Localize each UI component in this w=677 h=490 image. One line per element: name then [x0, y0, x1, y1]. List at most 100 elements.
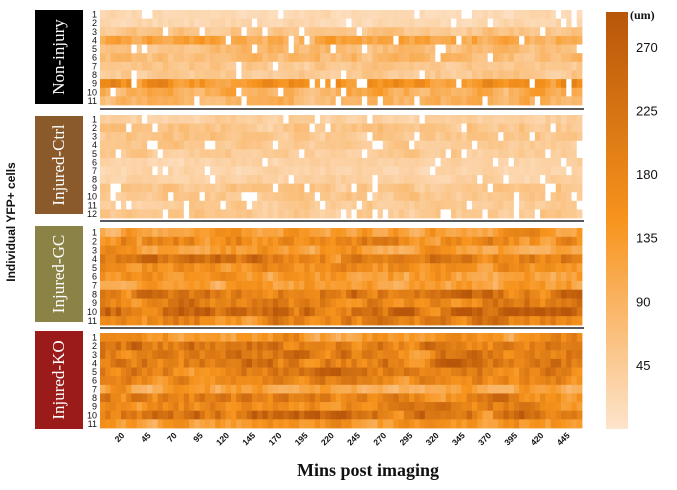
heatmap-cell — [147, 192, 153, 202]
heatmap-cell — [257, 307, 263, 317]
heatmap-cell — [199, 245, 206, 255]
heatmap-cell — [451, 175, 457, 185]
heatmap-cell — [335, 87, 342, 97]
heatmap-cell — [189, 10, 195, 20]
heatmap-cell — [246, 254, 253, 264]
heatmap-cell — [456, 200, 462, 210]
heatmap-cell — [361, 307, 368, 317]
heatmap-cell — [540, 393, 546, 403]
heatmap-cell — [330, 183, 337, 193]
heatmap-cell — [278, 350, 284, 360]
heatmap-cell — [571, 44, 578, 54]
x-tick-label: 345 — [450, 430, 467, 447]
heatmap-cell — [498, 298, 504, 308]
heatmap-cell — [215, 393, 221, 403]
heatmap-cell — [398, 228, 405, 238]
heatmap-cell — [571, 316, 578, 326]
heatmap-cell — [398, 132, 405, 142]
heatmap-cell — [440, 263, 447, 273]
heatmap-cell — [288, 166, 295, 176]
heatmap-cell — [576, 367, 583, 377]
heatmap-cell — [435, 123, 441, 133]
heatmap-cell — [293, 316, 300, 326]
heatmap-cell — [230, 70, 237, 80]
heatmap-cell — [304, 236, 310, 247]
heatmap-cell — [498, 166, 504, 176]
heatmap-cell — [178, 367, 185, 377]
heatmap-cell — [257, 35, 263, 45]
heatmap-cell — [267, 236, 274, 247]
heatmap-cell — [335, 350, 342, 360]
heatmap-cell — [194, 333, 200, 343]
heatmap-cell — [419, 79, 426, 89]
heatmap-cell — [267, 183, 274, 193]
heatmap-cell — [162, 333, 169, 343]
heatmap-cell — [330, 289, 337, 299]
heatmap-cell — [513, 192, 520, 202]
heatmap-cell — [576, 341, 583, 351]
heatmap-cell — [451, 280, 457, 291]
heatmap-cell — [372, 341, 379, 351]
heatmap-cell — [105, 236, 111, 247]
heatmap-cell — [561, 53, 567, 63]
heatmap-cell — [346, 18, 352, 28]
heatmap-cell — [398, 70, 405, 80]
heatmap-cell — [388, 132, 394, 142]
heatmap-cell — [471, 402, 478, 412]
heatmap-cell — [335, 333, 342, 343]
heatmap-cell — [152, 263, 159, 273]
heatmap-cell — [529, 254, 536, 264]
heatmap-cell — [482, 367, 489, 377]
heatmap-cell — [141, 236, 148, 247]
heatmap-cell — [576, 115, 583, 124]
heatmap-cell — [471, 166, 478, 176]
heatmap-cell — [571, 236, 578, 247]
heatmap-cell — [309, 10, 316, 20]
heatmap-cell — [346, 175, 352, 185]
heatmap-cell — [576, 254, 583, 264]
heatmap-cell — [267, 402, 274, 412]
heatmap-cell — [157, 35, 164, 45]
heatmap-cell — [241, 166, 248, 176]
heatmap-cell — [189, 87, 195, 97]
heatmap-cell — [561, 61, 567, 71]
heatmap-cell — [288, 350, 295, 360]
heatmap-cell — [293, 96, 300, 106]
heatmap-cell — [283, 183, 290, 193]
heatmap-cell — [288, 61, 295, 71]
heatmap-cell — [267, 298, 274, 308]
heatmap-cell — [173, 27, 179, 37]
heatmap-cell — [529, 358, 536, 368]
row-tick-label: 10 — [87, 307, 97, 317]
heatmap-cell — [230, 316, 237, 326]
heatmap-cell — [199, 44, 206, 54]
heatmap-cell — [189, 18, 195, 28]
heatmap-cell — [451, 53, 457, 63]
heatmap-cell — [508, 132, 515, 142]
heatmap-cell — [561, 157, 567, 167]
heatmap-cell — [194, 61, 200, 71]
heatmap-cell — [576, 166, 583, 176]
heatmap-cell — [419, 298, 426, 308]
heatmap-cell — [534, 123, 541, 133]
heatmap-cell — [225, 316, 232, 326]
heatmap-cell — [540, 341, 546, 351]
heatmap-cell — [210, 44, 216, 54]
heatmap-cell — [131, 18, 138, 28]
heatmap-cell — [430, 157, 436, 167]
heatmap-cell — [157, 175, 164, 185]
heatmap-cell — [377, 96, 384, 106]
heatmap-cell — [477, 53, 483, 63]
heatmap-cell — [534, 393, 541, 403]
heatmap-cell — [508, 393, 515, 403]
heatmap-cell — [372, 263, 379, 273]
heatmap-cell — [299, 341, 305, 351]
heatmap-cell — [157, 200, 164, 210]
heatmap-cell — [403, 44, 410, 54]
heatmap-cell — [335, 254, 342, 264]
heatmap-cell — [461, 410, 468, 420]
heatmap-cell — [120, 245, 127, 255]
heatmap-cell — [126, 115, 132, 124]
heatmap-cell — [492, 419, 499, 429]
heatmap-cell — [409, 53, 415, 63]
